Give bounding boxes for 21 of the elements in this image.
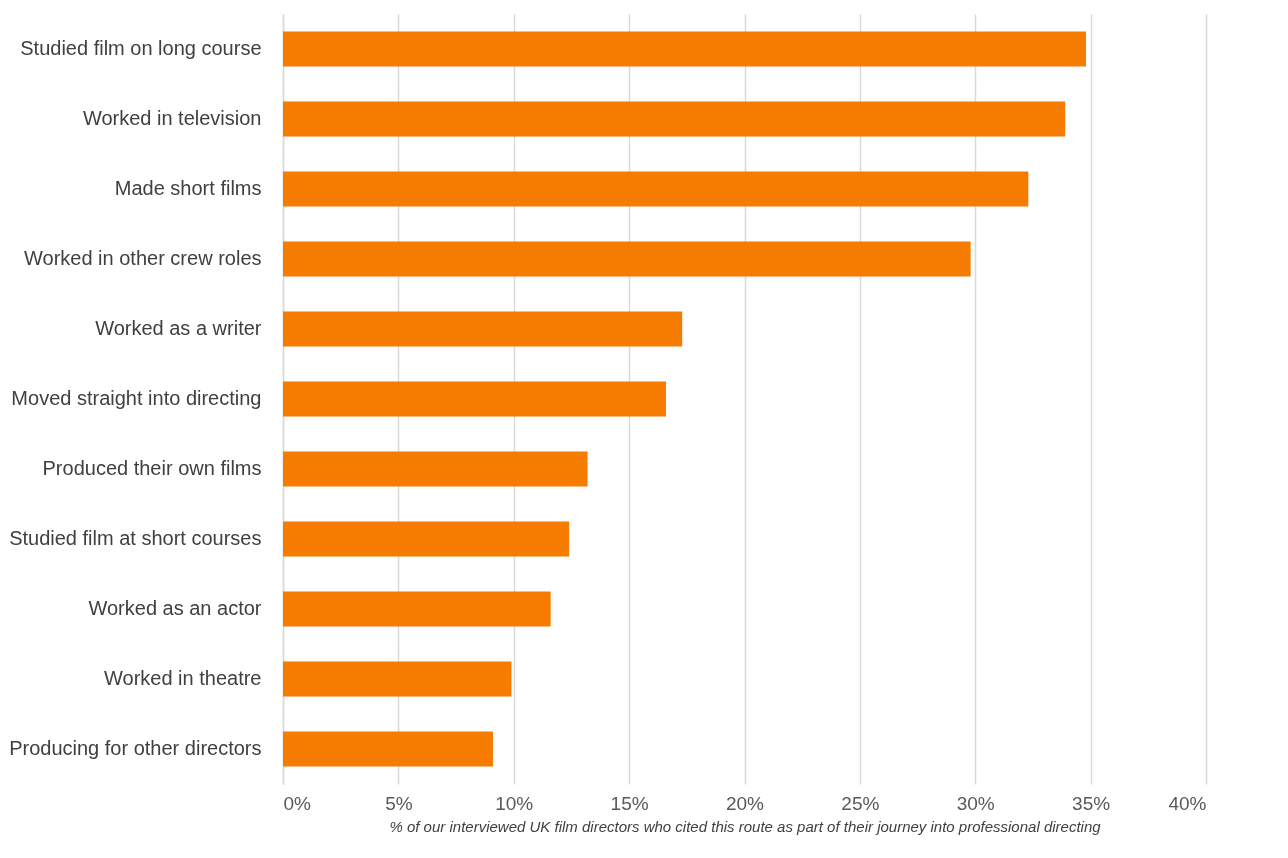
y-tick-label: Moved straight into directing [11,387,262,409]
y-tick-label: Worked as an actor [88,597,262,619]
x-tick-label: 35% [1072,792,1111,814]
x-tick-label: 25% [841,792,880,814]
x-tick-label: 10% [495,792,534,814]
y-tick-label: Producing for other directors [9,737,262,759]
x-axis-title: % of our interviewed UK film directors who cited this route as part of their journey into professional directing [389,817,1102,835]
y-tick-label: Made short films [114,177,262,199]
x-tick-label: 30% [956,792,995,814]
y-tick-label: Worked as a writer [95,317,262,339]
x-tick-label: 15% [610,792,649,814]
y-tick-label: Worked in television [82,107,262,129]
y-tick-label: Studied film on long course [20,37,262,59]
x-tick-label: 5% [385,792,413,814]
x-tick-label: 40% [1168,792,1207,814]
y-tick-label: Studied film at short courses [9,527,262,549]
y-tick-label: Worked in theatre [104,667,262,689]
x-tick-label: 20% [725,792,765,814]
x-tick-label: 0% [283,792,312,814]
y-tick-label: Produced their own films [42,457,262,479]
y-tick-label: Worked in other crew roles [24,247,262,269]
